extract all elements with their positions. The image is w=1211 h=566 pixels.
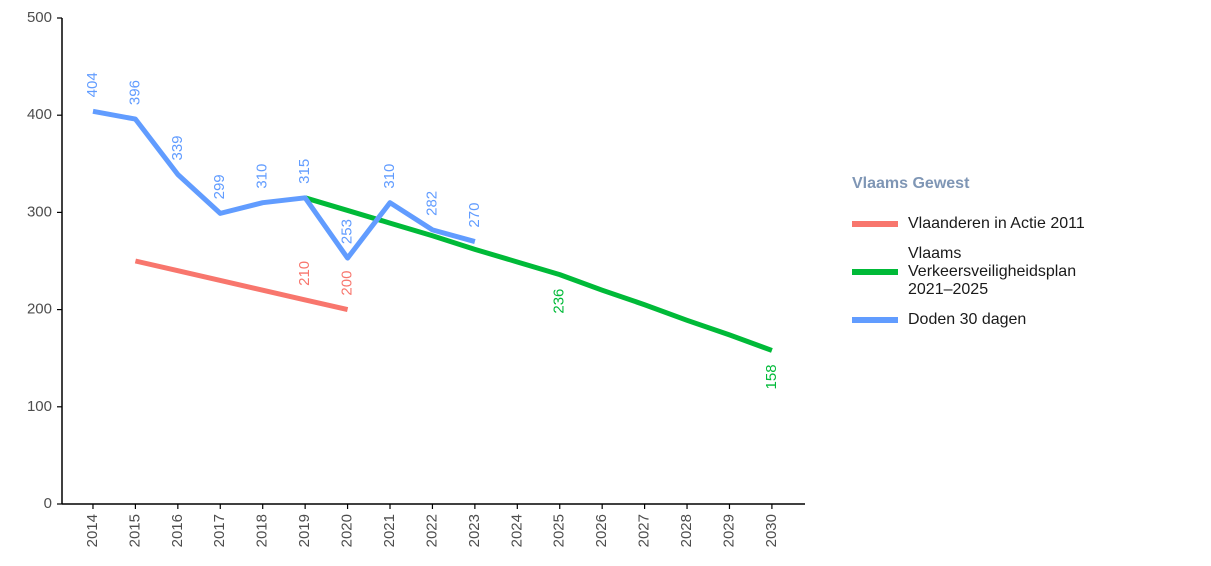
data-label: 210 bbox=[296, 261, 313, 286]
data-label: 282 bbox=[423, 191, 440, 216]
x-tick-label: 2017 bbox=[211, 514, 228, 547]
data-label: 299 bbox=[211, 174, 228, 199]
x-tick-label: 2026 bbox=[593, 514, 610, 547]
x-tick-label: 2021 bbox=[381, 514, 398, 547]
x-tick-label: 2027 bbox=[636, 514, 653, 547]
legend-key bbox=[852, 221, 898, 227]
data-label: 200 bbox=[339, 271, 356, 296]
data-label: 270 bbox=[466, 203, 483, 228]
legend-key bbox=[852, 317, 898, 323]
x-tick-label: 2018 bbox=[254, 514, 271, 547]
legend-item: Doden 30 dagen bbox=[852, 311, 1207, 329]
legend-title: Vlaams Gewest bbox=[852, 175, 970, 192]
data-label: 158 bbox=[763, 364, 780, 389]
x-tick-label: 2015 bbox=[126, 514, 143, 547]
series-line bbox=[92, 108, 476, 261]
x-tick-label: 2020 bbox=[339, 514, 356, 547]
y-tick-label: 100 bbox=[27, 398, 52, 415]
x-tick-label: 2022 bbox=[423, 514, 440, 547]
x-tick-label: 2023 bbox=[466, 514, 483, 547]
x-tick-label: 2024 bbox=[508, 514, 525, 547]
data-label: 339 bbox=[169, 135, 186, 160]
data-label: 236 bbox=[551, 289, 568, 314]
series-line bbox=[304, 195, 773, 353]
data-label: 315 bbox=[296, 159, 313, 184]
x-tick-label: 2028 bbox=[678, 514, 695, 547]
data-label: 404 bbox=[84, 72, 101, 97]
data-label: 253 bbox=[339, 219, 356, 244]
data-label: 310 bbox=[254, 164, 271, 189]
legend-item: Vlaams Verkeersveiligheidsplan 2021–2025 bbox=[852, 245, 1207, 299]
legend-key bbox=[852, 269, 898, 275]
data-label: 310 bbox=[381, 164, 398, 189]
x-tick-label: 2029 bbox=[720, 514, 737, 547]
y-tick-label: 200 bbox=[27, 301, 52, 318]
x-tick-label: 2016 bbox=[169, 514, 186, 547]
legend-item: Vlaanderen in Actie 2011 bbox=[852, 215, 1207, 233]
x-tick-label: 2025 bbox=[551, 514, 568, 547]
legend-label: Vlaanderen in Actie 2011 bbox=[908, 215, 1085, 232]
x-tick-label: 2014 bbox=[84, 514, 101, 547]
y-tick-label: 300 bbox=[27, 203, 52, 220]
x-tick-label: 2019 bbox=[296, 514, 313, 547]
y-tick-label: 400 bbox=[27, 106, 52, 123]
legend-label: Doden 30 dagen bbox=[908, 311, 1027, 328]
legend-label: Vlaams Verkeersveiligheidsplan 2021–2025 bbox=[908, 245, 1077, 298]
y-tick-label: 500 bbox=[27, 9, 52, 26]
x-tick-label: 2030 bbox=[763, 514, 780, 547]
chart: 0 100 200 300 400 500 2014 2015 2016 2017 2018 2019… bbox=[27, 9, 805, 547]
series-line bbox=[134, 258, 349, 313]
legend: Vlaams Gewest Vlaanderen in Actie 2011 Vl… bbox=[852, 175, 1207, 341]
data-label: 396 bbox=[126, 80, 143, 105]
y-tick-label: 0 bbox=[44, 495, 52, 512]
